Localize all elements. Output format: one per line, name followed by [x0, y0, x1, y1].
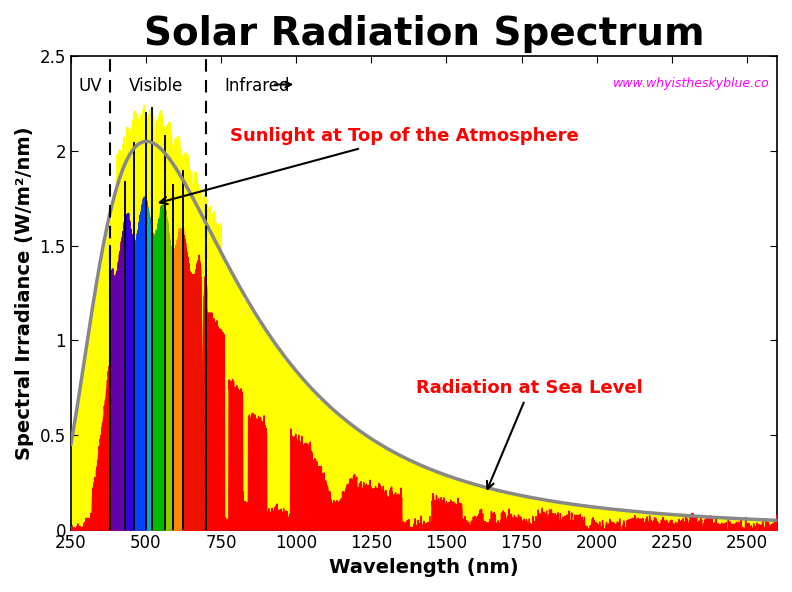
X-axis label: Wavelength (nm): Wavelength (nm) [329, 558, 519, 577]
Text: Visible: Visible [129, 77, 184, 95]
Text: Infrared: Infrared [224, 77, 290, 95]
Y-axis label: Spectral Irradiance (W/m²/nm): Spectral Irradiance (W/m²/nm) [15, 126, 34, 459]
Title: Solar Radiation Spectrum: Solar Radiation Spectrum [143, 15, 704, 53]
Text: Radiation at Sea Level: Radiation at Sea Level [417, 379, 643, 489]
Text: Sunlight at Top of the Atmosphere: Sunlight at Top of the Atmosphere [160, 127, 579, 204]
Text: www.whyistheskyblue.co: www.whyistheskyblue.co [613, 77, 770, 90]
Text: UV: UV [78, 77, 102, 95]
